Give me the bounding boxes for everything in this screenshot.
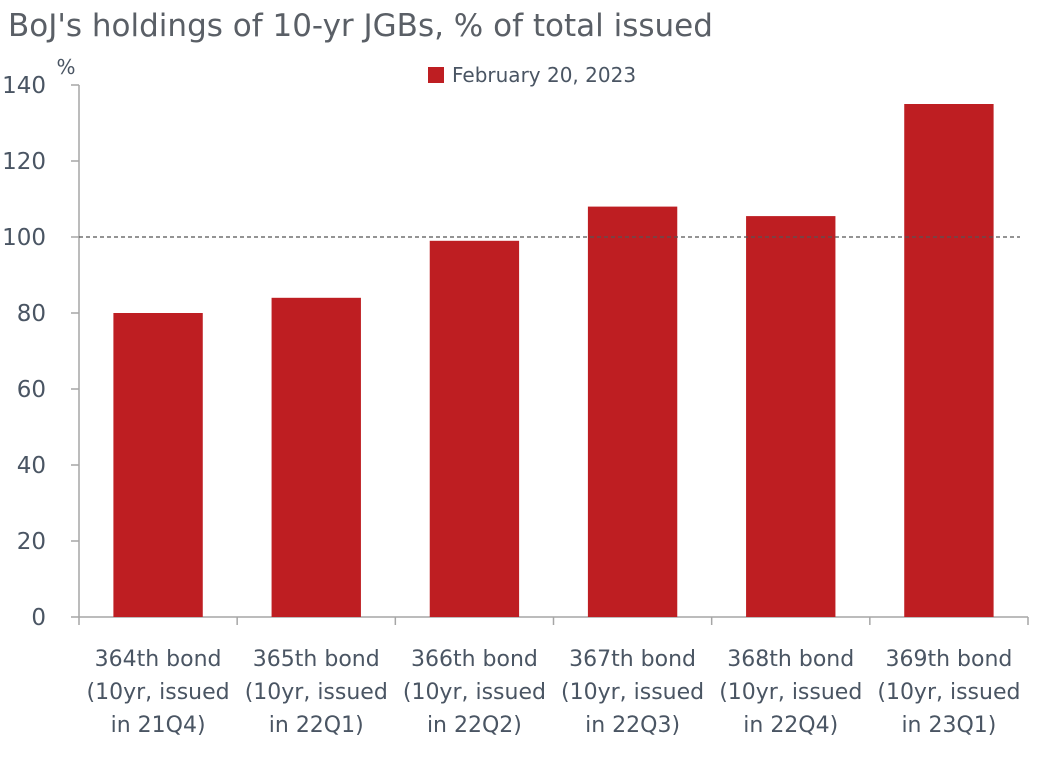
y-tick-label: 20 — [17, 529, 46, 555]
x-tick-label: in 21Q4) — [111, 713, 206, 738]
x-tick-label: (10yr, issued — [87, 680, 230, 705]
y-tick-label: 120 — [2, 149, 46, 175]
x-tick-label: 367th bond — [569, 647, 696, 672]
x-tick-label: 364th bond — [95, 647, 222, 672]
legend-swatch — [428, 67, 444, 83]
y-axis-unit-label: % — [56, 55, 75, 79]
x-tick-label: in 22Q3) — [585, 713, 680, 738]
x-tick-label: in 23Q1) — [901, 713, 996, 738]
bar-2 — [271, 297, 361, 617]
bar-4 — [587, 206, 678, 617]
bar-6 — [904, 104, 994, 617]
x-tick-label: (10yr, issued — [403, 680, 546, 705]
legend-label: February 20, 2023 — [452, 63, 636, 87]
bar-1 — [113, 313, 203, 617]
x-tick-label: in 22Q2) — [427, 713, 522, 738]
y-tick-label: 40 — [17, 453, 46, 479]
x-tick-label: (10yr, issued — [561, 680, 704, 705]
x-tick-label: 368th bond — [727, 647, 854, 672]
x-tick-label: in 22Q1) — [269, 713, 364, 738]
y-tick-label: 100 — [2, 225, 46, 251]
x-tick-label: (10yr, issued — [719, 680, 862, 705]
y-tick-label: 80 — [17, 301, 46, 327]
y-tick-label: 60 — [17, 377, 46, 403]
bar-5 — [746, 216, 836, 617]
bar-3 — [429, 240, 520, 618]
y-tick-label: 0 — [31, 605, 46, 631]
x-tick-label: 369th bond — [885, 647, 1012, 672]
x-tick-label: (10yr, issued — [877, 680, 1020, 705]
x-tick-label: (10yr, issued — [245, 680, 388, 705]
x-tick-label: 365th bond — [253, 647, 380, 672]
x-tick-label: in 22Q4) — [743, 713, 838, 738]
chart-title: BoJ's holdings of 10-yr JGBs, % of total… — [8, 8, 713, 44]
x-tick-label: 366th bond — [411, 647, 538, 672]
y-tick-label: 140 — [2, 73, 46, 99]
